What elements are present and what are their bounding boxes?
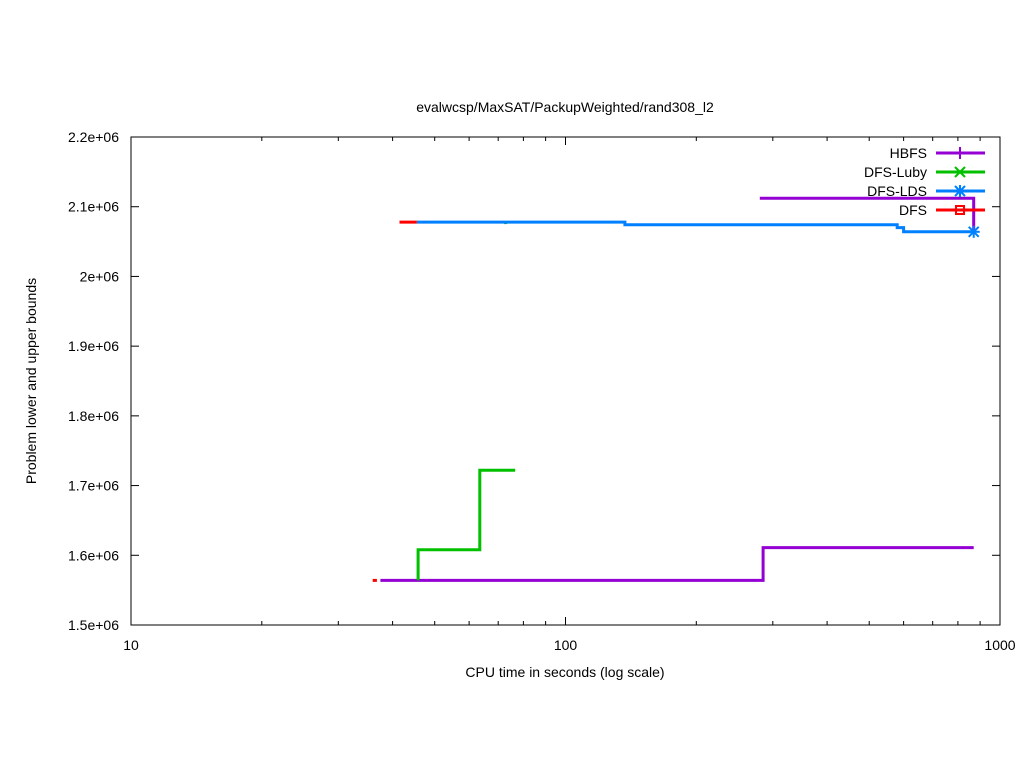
- x-tick-label: 1000: [984, 637, 1015, 653]
- y-tick-label: 1.6e+06: [68, 547, 119, 563]
- series-line-hbfs-upper: [759, 196, 976, 233]
- series-line-dfs-lds-upper: [416, 220, 974, 234]
- series-line-hbfs-lower: [380, 546, 974, 582]
- y-tick-label: 1.9e+06: [68, 338, 119, 354]
- x-tick-label: 10: [123, 637, 139, 653]
- legend-item-hbfs: HBFS: [890, 145, 985, 161]
- legend-marker: [954, 166, 966, 178]
- series-dfs-luby: [416, 222, 516, 581]
- series-line-dfs-luby-lower: [416, 468, 516, 581]
- y-tick-label: 2.1e+06: [68, 199, 119, 215]
- series-dfs: [372, 220, 417, 582]
- x-axis-label: CPU time in seconds (log scale): [465, 664, 664, 680]
- series-layer: [372, 196, 980, 582]
- legend-item-dfs-lds: DFS-LDS: [867, 183, 985, 199]
- chart-title: evalwcsp/MaxSAT/PackupWeighted/rand308_l…: [416, 99, 714, 115]
- y-axis-label: Problem lower and upper bounds: [23, 278, 39, 484]
- legend-label: DFS: [899, 202, 927, 218]
- legend-marker: [955, 205, 965, 215]
- legend: HBFS DFS-Luby DFS-LDS DFS: [864, 145, 985, 218]
- series-point-dfs-lds: [967, 225, 980, 238]
- legend-label: DFS-Luby: [864, 164, 927, 180]
- y-tick-label: 1.5e+06: [68, 617, 119, 633]
- plot-frame: [130, 136, 1001, 626]
- x-tick-label: 100: [554, 637, 578, 653]
- legend-marker: [954, 147, 966, 159]
- ticks-layer: 1.5e+06 1.6e+06 1.7e+06 1.8e+06 1.9e+06 2e+06…: [68, 129, 1016, 653]
- legend-label: HBFS: [890, 145, 927, 161]
- y-tick-label: 1.8e+06: [68, 408, 119, 424]
- legend-label: DFS-LDS: [867, 183, 927, 199]
- y-tick-label: 2.2e+06: [68, 129, 119, 145]
- y-tick-label: 2e+06: [80, 268, 120, 284]
- series-dfs-lds: [416, 220, 980, 238]
- legend-item-dfs: DFS: [899, 202, 985, 218]
- y-tick-label: 1.7e+06: [68, 478, 119, 494]
- series-hbfs: [380, 196, 976, 582]
- legend-marker: [954, 185, 966, 197]
- legend-item-dfs-luby: DFS-Luby: [864, 164, 985, 180]
